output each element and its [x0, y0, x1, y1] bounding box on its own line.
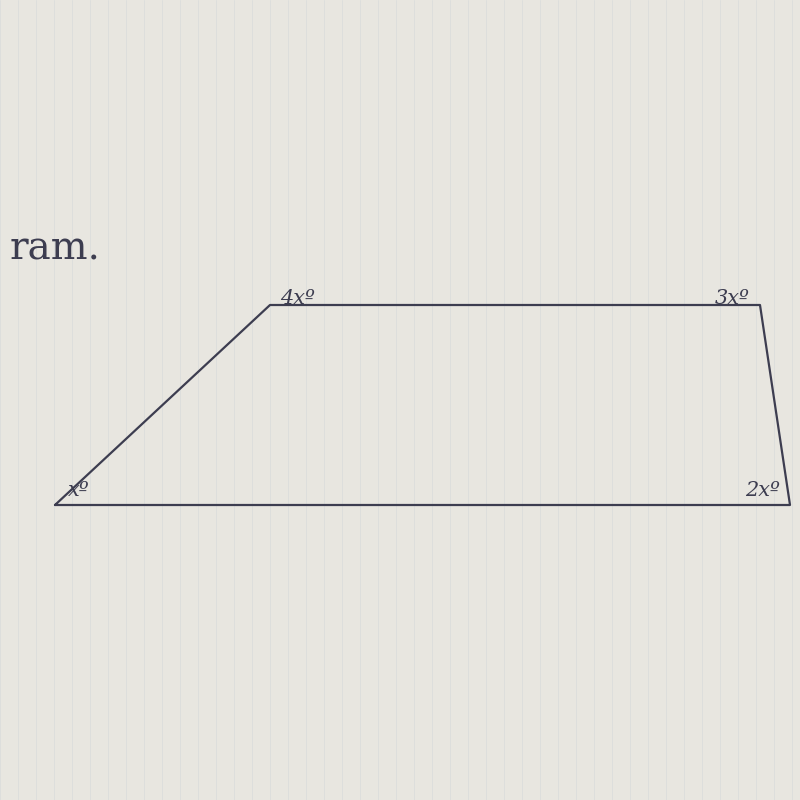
Text: 2xº: 2xº: [745, 481, 780, 500]
Text: ram.: ram.: [10, 230, 101, 267]
Text: 3xº: 3xº: [715, 289, 750, 308]
Text: xº: xº: [68, 481, 90, 500]
Text: 4xº: 4xº: [280, 289, 315, 308]
